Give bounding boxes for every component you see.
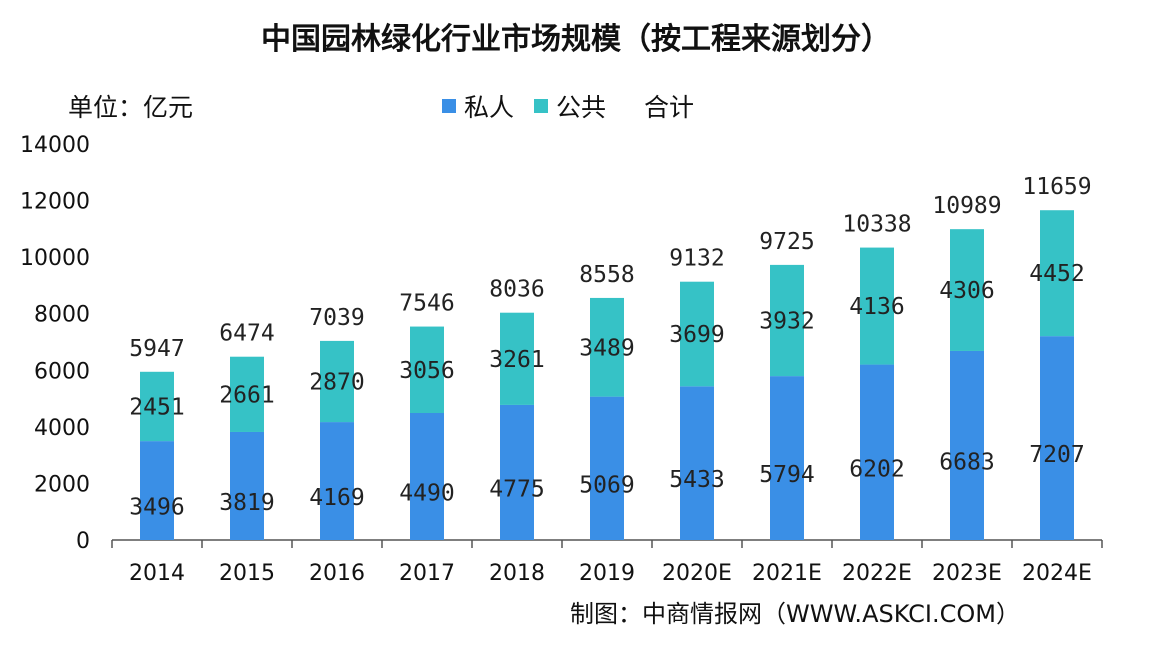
data-label-private: 4490	[399, 480, 454, 506]
y-tick-label: 4000	[34, 416, 90, 441]
legend-item-total: 合计	[644, 88, 694, 124]
data-label-public: 4306	[939, 278, 994, 304]
bar-public-2019	[590, 297, 624, 397]
legend: 私人 公共 合计	[442, 88, 714, 124]
x-tick-label: 2016	[309, 561, 365, 586]
bar-private-2022E	[860, 364, 894, 540]
data-label-total: 8036	[489, 277, 544, 303]
bar-private-2016	[320, 422, 354, 540]
data-label-total: 6474	[219, 321, 274, 347]
legend-label-private: 私人	[464, 93, 515, 122]
y-tick-label: 12000	[20, 190, 90, 215]
bar-public-2014	[140, 371, 174, 442]
x-tick-label: 2018	[489, 561, 545, 586]
data-label-private: 6202	[849, 456, 904, 482]
data-label-total: 9725	[759, 229, 814, 255]
x-tick-label: 2015	[219, 561, 275, 586]
x-tick-label: 2017	[399, 561, 455, 586]
y-tick-label: 6000	[34, 359, 90, 384]
source-credit: 制图：中商情报网（WWW.ASKCI.COM）	[570, 600, 1020, 628]
y-tick-label: 2000	[34, 472, 90, 497]
bar-public-2018	[500, 312, 534, 405]
bar-private-2018	[500, 404, 534, 540]
legend-label-public: 公共	[556, 93, 607, 122]
bar-public-2015	[230, 356, 264, 432]
data-label-total: 8558	[579, 262, 634, 288]
x-tick-label: 2021E	[752, 561, 822, 586]
bar-private-2020E	[680, 386, 714, 540]
data-label-total: 7546	[399, 291, 454, 317]
bar-public-2024E	[1040, 210, 1074, 337]
data-label-private: 3496	[129, 495, 184, 521]
data-label-public: 2661	[219, 382, 274, 408]
bar-public-2023E	[950, 229, 984, 351]
data-label-private: 5794	[759, 462, 814, 488]
bar-public-2016	[320, 340, 354, 423]
legend-item-public: 公共	[534, 88, 606, 124]
data-label-total: 11659	[1022, 174, 1091, 200]
x-tick-label: 2020E	[662, 561, 732, 586]
data-label-total: 5947	[129, 336, 184, 362]
data-label-total: 10989	[932, 193, 1001, 219]
bar-public-2020E	[680, 281, 714, 387]
x-tick-label: 2022E	[842, 561, 912, 586]
data-label-public: 4452	[1029, 261, 1084, 287]
data-label-total: 10338	[842, 212, 911, 238]
x-tick-label: 2023E	[932, 561, 1002, 586]
bar-public-2021E	[770, 264, 804, 377]
y-tick-label: 8000	[34, 303, 90, 328]
data-label-public: 3699	[669, 322, 724, 348]
x-tick-label: 2014	[129, 561, 185, 586]
y-tick-label: 0	[76, 529, 90, 554]
bar-private-2021E	[770, 376, 804, 540]
data-label-public: 3056	[399, 358, 454, 384]
data-label-private: 3819	[219, 490, 274, 516]
x-tick-label: 2019	[579, 561, 635, 586]
data-label-private: 5069	[579, 472, 634, 498]
bar-public-2022E	[860, 247, 894, 365]
data-label-public: 3261	[489, 347, 544, 373]
data-label-public: 3932	[759, 309, 814, 335]
legend-swatch-private	[442, 99, 456, 113]
data-label-private: 7207	[1029, 442, 1084, 468]
data-label-private: 6683	[939, 449, 994, 475]
unit-label: 单位：亿元	[68, 93, 194, 122]
y-tick-label: 14000	[20, 133, 90, 158]
data-label-public: 2451	[129, 394, 184, 420]
data-label-private: 4775	[489, 476, 544, 502]
bar-private-2015	[230, 431, 264, 540]
data-label-private: 5433	[669, 467, 724, 493]
bar-private-2017	[410, 412, 444, 540]
legend-swatch-public	[534, 99, 549, 113]
legend-label-total: 合计	[644, 93, 695, 122]
data-label-total: 7039	[309, 305, 364, 331]
chart-title: 中国园林绿化行业市场规模（按工程来源划分）	[261, 22, 891, 57]
x-tick-label: 2024E	[1022, 561, 1092, 586]
data-label-public: 2870	[309, 369, 364, 395]
y-tick-label: 10000	[20, 246, 90, 271]
bar-private-2019	[590, 396, 624, 540]
data-label-total: 9132	[669, 246, 724, 272]
data-label-public: 4136	[849, 294, 904, 320]
data-label-public: 3489	[579, 335, 634, 361]
data-label-private: 4169	[309, 485, 364, 511]
bar-private-2014	[140, 441, 174, 540]
bar-private-2023E	[950, 350, 984, 540]
bar-public-2017	[410, 326, 444, 413]
bar-private-2024E	[1040, 336, 1074, 540]
legend-item-private: 私人	[442, 88, 514, 124]
